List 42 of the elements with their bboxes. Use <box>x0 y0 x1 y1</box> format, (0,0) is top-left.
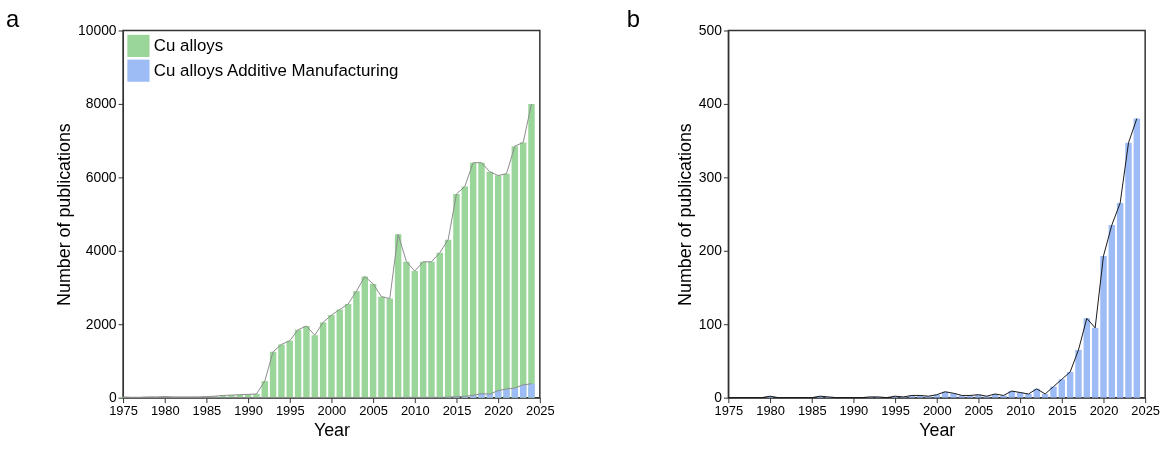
legend-label: Cu alloys <box>153 35 224 55</box>
x-tick-label: 1975 <box>714 403 744 419</box>
legend-label: Cu alloys Additive Manufacturing <box>153 60 399 80</box>
x-tick-label: 2015 <box>442 403 472 419</box>
y-tick-label: 8000 <box>85 95 117 112</box>
x-tick-label: 1995 <box>881 403 910 419</box>
y-tick-label: 100 <box>698 315 723 332</box>
x-tick-label: 2005 <box>359 403 388 419</box>
y-tick-label: 0 <box>108 389 117 406</box>
x-tick-label: 1990 <box>839 403 869 419</box>
x-tick-label: 2025 <box>1131 403 1160 419</box>
y-tick-label: 400 <box>698 95 723 112</box>
x-tick-label: 1995 <box>275 403 305 419</box>
y-axis-title: Number of publications <box>54 123 75 306</box>
x-tick-label: 1985 <box>192 403 222 419</box>
x-tick-label: 2015 <box>1047 403 1077 419</box>
y-tick-label: 300 <box>698 168 723 185</box>
x-tick-label: 2000 <box>317 403 347 419</box>
x-tick-label: 2010 <box>400 403 430 419</box>
y-tick-label: 4000 <box>85 242 117 259</box>
x-tick-label: 2005 <box>964 403 994 419</box>
y-axis-title: Number of publications <box>674 123 695 306</box>
x-tick-label: 2010 <box>1006 403 1035 419</box>
x-tick-label: 1980 <box>756 403 785 419</box>
y-tick-label: 500 <box>698 21 723 38</box>
x-tick-label: 2020 <box>484 403 513 419</box>
x-tick-label: 2000 <box>922 403 952 419</box>
x-tick-label: 1990 <box>234 403 263 419</box>
x-axis-title: Year <box>313 419 351 440</box>
y-tick-label: 10000 <box>78 21 117 38</box>
y-tick-label: 0 <box>714 389 723 406</box>
x-tick-label: 1975 <box>109 403 138 419</box>
x-tick-label: 1980 <box>150 403 180 419</box>
x-tick-label: 2025 <box>525 403 555 419</box>
x-axis-title: Year <box>919 419 956 440</box>
chart-title: b <box>626 4 641 32</box>
chart-title: a <box>6 4 21 32</box>
y-tick-label: 6000 <box>85 168 117 185</box>
x-tick-label: 1985 <box>797 403 827 419</box>
y-tick-label: 2000 <box>85 315 117 332</box>
y-tick-label: 200 <box>698 242 723 259</box>
x-tick-label: 2020 <box>1089 403 1119 419</box>
